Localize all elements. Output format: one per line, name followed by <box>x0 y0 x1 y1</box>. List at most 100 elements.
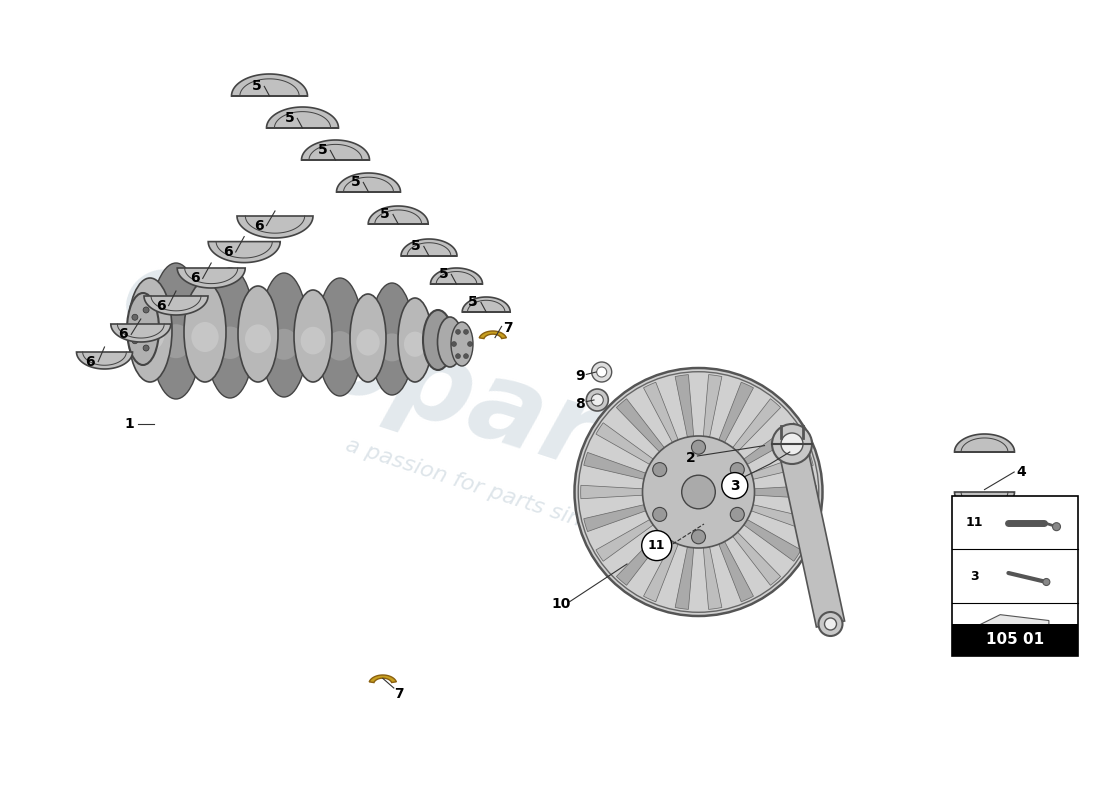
Circle shape <box>455 330 461 334</box>
Ellipse shape <box>356 330 380 355</box>
Circle shape <box>574 368 823 616</box>
Ellipse shape <box>214 326 245 359</box>
Polygon shape <box>703 547 722 610</box>
Circle shape <box>451 342 456 346</box>
Ellipse shape <box>191 322 219 352</box>
Polygon shape <box>778 441 845 627</box>
Polygon shape <box>644 382 679 442</box>
Text: 105 01: 105 01 <box>986 633 1044 647</box>
Circle shape <box>781 433 803 455</box>
Circle shape <box>143 345 150 351</box>
Circle shape <box>132 338 138 344</box>
Polygon shape <box>177 268 245 288</box>
Text: 1: 1 <box>125 417 134 431</box>
Circle shape <box>1053 522 1060 530</box>
Text: 6: 6 <box>254 218 263 233</box>
Text: europarts: europarts <box>109 238 727 530</box>
Ellipse shape <box>260 273 308 397</box>
Text: 5: 5 <box>285 111 294 126</box>
Circle shape <box>463 330 469 334</box>
Polygon shape <box>266 107 339 128</box>
Polygon shape <box>675 547 694 610</box>
Text: 6: 6 <box>223 245 232 259</box>
Polygon shape <box>337 173 400 192</box>
Polygon shape <box>368 206 428 224</box>
Polygon shape <box>755 486 816 498</box>
Ellipse shape <box>370 283 414 395</box>
Text: 5: 5 <box>439 267 448 282</box>
Circle shape <box>596 367 607 377</box>
Text: 6: 6 <box>190 271 199 286</box>
Text: 8: 8 <box>575 397 584 411</box>
Circle shape <box>692 530 705 544</box>
Circle shape <box>818 612 843 636</box>
Ellipse shape <box>126 293 160 365</box>
Circle shape <box>586 389 608 411</box>
Polygon shape <box>430 268 483 284</box>
Ellipse shape <box>438 317 462 367</box>
Circle shape <box>730 507 745 522</box>
Polygon shape <box>236 216 314 238</box>
Text: 7: 7 <box>504 321 513 335</box>
Circle shape <box>592 362 612 382</box>
Polygon shape <box>231 74 308 96</box>
Circle shape <box>682 475 715 509</box>
Polygon shape <box>581 486 642 498</box>
Polygon shape <box>208 242 280 262</box>
Polygon shape <box>301 140 370 160</box>
Polygon shape <box>718 542 754 602</box>
Polygon shape <box>644 542 679 602</box>
Polygon shape <box>616 532 664 586</box>
Ellipse shape <box>378 334 405 362</box>
Ellipse shape <box>317 278 363 396</box>
Polygon shape <box>718 382 754 442</box>
Circle shape <box>641 530 672 561</box>
Text: 4: 4 <box>1016 465 1025 479</box>
Text: 5: 5 <box>411 239 420 254</box>
Polygon shape <box>584 453 646 479</box>
Text: 5: 5 <box>381 207 389 222</box>
Circle shape <box>825 618 836 630</box>
Circle shape <box>132 314 138 320</box>
Polygon shape <box>584 505 646 531</box>
Ellipse shape <box>245 325 271 354</box>
Ellipse shape <box>350 294 386 382</box>
Ellipse shape <box>424 310 453 370</box>
Circle shape <box>150 326 156 332</box>
Ellipse shape <box>128 278 172 382</box>
Ellipse shape <box>184 282 226 382</box>
Circle shape <box>1043 578 1049 586</box>
Polygon shape <box>596 519 653 562</box>
Bar <box>952 496 1078 656</box>
Circle shape <box>652 507 667 522</box>
Text: 6: 6 <box>86 354 95 369</box>
Text: 11: 11 <box>648 539 666 552</box>
Ellipse shape <box>404 331 426 357</box>
Circle shape <box>730 462 745 477</box>
Polygon shape <box>402 239 456 256</box>
Text: 7: 7 <box>395 686 404 701</box>
Polygon shape <box>751 505 813 531</box>
Text: 9: 9 <box>575 369 584 383</box>
Text: 10: 10 <box>551 597 571 611</box>
Bar <box>952 624 1078 656</box>
Ellipse shape <box>451 322 473 366</box>
Circle shape <box>722 473 748 498</box>
Text: 11: 11 <box>966 516 983 529</box>
Polygon shape <box>733 532 781 586</box>
Polygon shape <box>616 398 664 452</box>
Ellipse shape <box>135 319 164 350</box>
Circle shape <box>592 394 603 406</box>
Polygon shape <box>675 374 694 437</box>
Circle shape <box>143 307 150 313</box>
Text: 2: 2 <box>686 451 695 466</box>
Polygon shape <box>744 422 801 465</box>
Polygon shape <box>703 374 722 437</box>
Polygon shape <box>77 352 132 369</box>
Polygon shape <box>111 324 170 342</box>
Polygon shape <box>979 614 1049 635</box>
Ellipse shape <box>161 324 191 358</box>
Circle shape <box>468 342 473 346</box>
Text: 5: 5 <box>351 175 360 190</box>
Text: 3: 3 <box>970 570 979 582</box>
